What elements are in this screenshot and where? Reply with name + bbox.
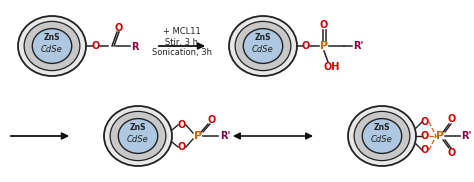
Text: O: O [320, 20, 328, 30]
Text: CdSe: CdSe [252, 45, 274, 54]
Text: O: O [178, 120, 186, 130]
Text: P: P [436, 131, 444, 141]
Text: Sonication, 3h: Sonication, 3h [152, 48, 212, 56]
Ellipse shape [110, 111, 166, 161]
Text: O: O [421, 131, 429, 141]
Ellipse shape [118, 119, 158, 153]
Text: ZnS: ZnS [44, 33, 60, 42]
Text: CdSe: CdSe [371, 134, 393, 143]
Ellipse shape [243, 29, 283, 63]
Text: ZnS: ZnS [374, 123, 390, 132]
Text: O: O [92, 41, 100, 51]
Text: R': R' [461, 131, 471, 141]
Text: O: O [421, 117, 429, 127]
Ellipse shape [32, 29, 72, 63]
Ellipse shape [18, 16, 86, 76]
Text: O: O [448, 114, 456, 124]
Text: R': R' [353, 41, 363, 51]
Text: O: O [421, 145, 429, 155]
Text: OH: OH [324, 62, 340, 72]
Text: + MCL11: + MCL11 [163, 27, 201, 37]
Ellipse shape [354, 111, 410, 161]
Text: R: R [131, 42, 139, 52]
Text: CdSe: CdSe [127, 134, 149, 143]
Text: P: P [320, 41, 328, 51]
Text: ZnS: ZnS [255, 33, 271, 42]
Text: CdSe: CdSe [41, 45, 63, 54]
Text: R': R' [220, 131, 230, 141]
Ellipse shape [24, 21, 80, 71]
Ellipse shape [104, 106, 172, 166]
Ellipse shape [348, 106, 416, 166]
Text: Stir, 3 h: Stir, 3 h [165, 37, 199, 46]
Text: O: O [208, 115, 216, 125]
Text: O: O [448, 148, 456, 158]
Text: O: O [302, 41, 310, 51]
Text: ZnS: ZnS [130, 123, 146, 132]
Text: O: O [115, 23, 123, 33]
Text: O: O [178, 142, 186, 152]
Ellipse shape [229, 16, 297, 76]
Ellipse shape [362, 119, 402, 153]
Ellipse shape [235, 21, 291, 71]
Text: P: P [194, 131, 202, 141]
